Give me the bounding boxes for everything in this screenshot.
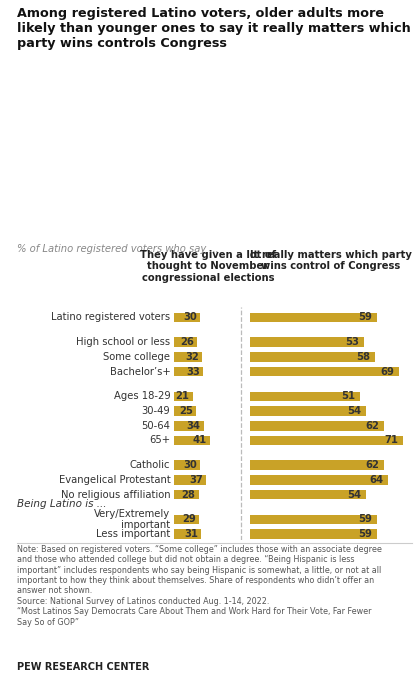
- Text: 30: 30: [184, 313, 197, 323]
- Text: Bachelor’s+: Bachelor’s+: [110, 367, 171, 377]
- Bar: [250, 406, 366, 416]
- Bar: [250, 421, 383, 431]
- Text: 59: 59: [359, 514, 373, 524]
- Text: Ages 18-29: Ages 18-29: [113, 392, 171, 402]
- Text: 71: 71: [384, 435, 398, 446]
- Bar: [174, 490, 199, 500]
- Bar: [250, 392, 360, 402]
- Bar: [174, 435, 210, 446]
- Bar: [174, 352, 202, 362]
- Text: Being Latino is ...: Being Latino is ...: [17, 499, 106, 509]
- Bar: [250, 338, 364, 347]
- Text: Catholic: Catholic: [130, 460, 171, 470]
- Bar: [250, 514, 377, 524]
- Text: % of Latino registered voters who say ...: % of Latino registered voters who say ..…: [17, 244, 218, 254]
- Bar: [250, 490, 366, 500]
- Text: 26: 26: [180, 338, 194, 347]
- Text: They have given a lot of
thought to November
congressional elections: They have given a lot of thought to Nove…: [140, 250, 276, 283]
- Text: 37: 37: [189, 475, 203, 485]
- Bar: [174, 367, 203, 377]
- Bar: [250, 313, 377, 322]
- Text: Some college: Some college: [103, 352, 171, 362]
- Text: 50-64: 50-64: [142, 421, 171, 431]
- Bar: [174, 529, 201, 539]
- Bar: [174, 514, 199, 524]
- Bar: [174, 338, 197, 347]
- Text: 30-49: 30-49: [142, 406, 171, 416]
- Text: 65+: 65+: [149, 435, 171, 446]
- Text: 30: 30: [184, 460, 197, 470]
- Bar: [174, 460, 200, 470]
- Text: 32: 32: [185, 352, 199, 362]
- Text: 34: 34: [186, 421, 201, 431]
- Text: 51: 51: [341, 392, 355, 402]
- Text: Very/Extremely
important: Very/Extremely important: [94, 509, 171, 531]
- Bar: [174, 392, 192, 402]
- Text: 29: 29: [183, 514, 196, 524]
- Bar: [174, 406, 196, 416]
- Text: Among registered Latino voters, older adults more
likely than younger ones to sa: Among registered Latino voters, older ad…: [17, 7, 411, 50]
- Bar: [250, 435, 403, 446]
- Text: 21: 21: [176, 392, 189, 402]
- Text: No religious affiliation: No religious affiliation: [61, 489, 171, 500]
- Text: Note: Based on registered voters. “Some college” includes those with an associat: Note: Based on registered voters. “Some …: [17, 545, 382, 626]
- Text: PEW RESEARCH CENTER: PEW RESEARCH CENTER: [17, 662, 149, 672]
- Text: 28: 28: [181, 489, 195, 500]
- Text: It really matters which party
wins control of Congress: It really matters which party wins contr…: [250, 250, 412, 271]
- Bar: [250, 529, 377, 539]
- Bar: [174, 313, 200, 322]
- Text: Evangelical Protestant: Evangelical Protestant: [59, 475, 171, 485]
- Text: 25: 25: [179, 406, 193, 416]
- Bar: [250, 475, 388, 485]
- Bar: [250, 367, 399, 377]
- Text: 59: 59: [359, 313, 373, 323]
- Text: 58: 58: [356, 352, 370, 362]
- Text: 31: 31: [184, 529, 198, 539]
- Text: 62: 62: [365, 421, 379, 431]
- Text: Less important: Less important: [96, 529, 171, 539]
- Text: 33: 33: [186, 367, 200, 377]
- Bar: [250, 460, 383, 470]
- Text: 64: 64: [369, 475, 383, 485]
- Text: 62: 62: [365, 460, 379, 470]
- Text: 69: 69: [380, 367, 394, 377]
- Bar: [250, 352, 375, 362]
- Bar: [174, 421, 204, 431]
- Text: 54: 54: [347, 406, 362, 416]
- Text: 54: 54: [347, 489, 362, 500]
- Text: 53: 53: [346, 338, 360, 347]
- Text: High school or less: High school or less: [76, 338, 171, 347]
- Text: 59: 59: [359, 529, 373, 539]
- Bar: [174, 475, 206, 485]
- Text: 41: 41: [192, 435, 207, 446]
- Text: Latino registered voters: Latino registered voters: [51, 313, 171, 323]
